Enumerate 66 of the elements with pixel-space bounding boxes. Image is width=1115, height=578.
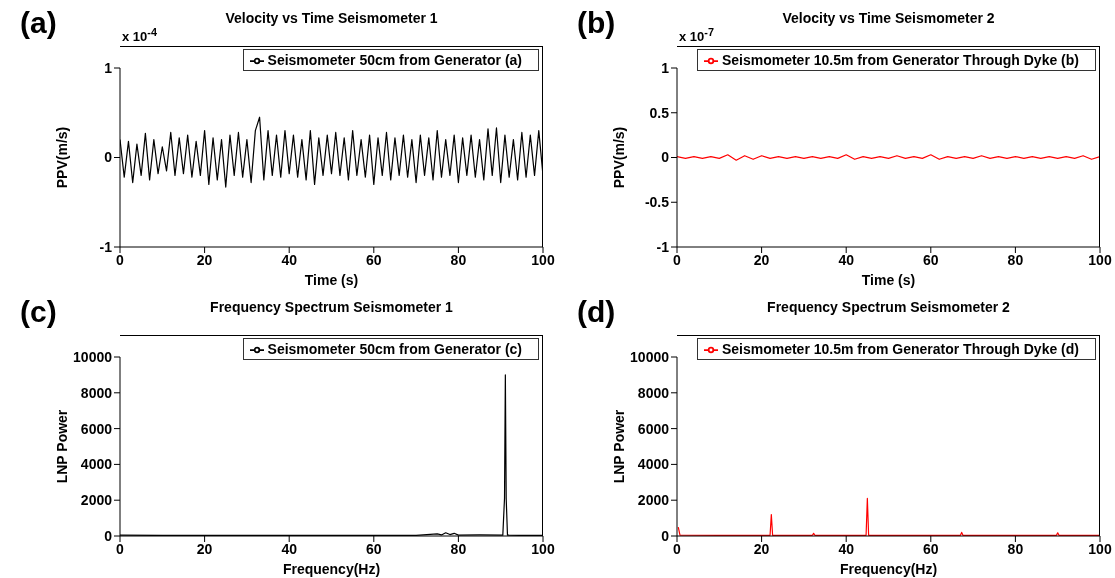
y-tick-label: 1 (104, 59, 113, 76)
x-tick-label: 60 (366, 251, 382, 268)
y-tick-label: -0.5 (644, 194, 670, 211)
y-tick-label: 8000 (80, 384, 113, 401)
chart-title: Frequency Spectrum Seismometer 2 (766, 299, 1011, 315)
x-tick-label: 0 (673, 251, 682, 268)
x-tick-label: 60 (366, 540, 382, 557)
y-axis-title: LNP Power (53, 409, 70, 484)
x-tick-label: 100 (1088, 540, 1112, 557)
legend-label: Seismometer 10.5m from Generator Through Dyke (d) (721, 341, 1079, 357)
y-tick-label: 0 (104, 149, 113, 166)
legend-label: Seismometer 50cm from Generator (a) (267, 52, 522, 68)
text: (b) (577, 6, 616, 40)
y-axis-title: PPV(m/s) (53, 126, 70, 189)
y-tick-label: 6000 (80, 420, 113, 437)
chart-title: Velocity vs Time Seismometer 2 (781, 10, 996, 26)
x-axis-title: Time (s) (304, 272, 359, 288)
y-tick-label: 10000 (630, 348, 670, 365)
x-tick-label: 100 (531, 540, 555, 557)
x-tick-label: 20 (753, 251, 770, 268)
y-tick-label: 4000 (637, 456, 670, 473)
y-tick-label: 6000 (637, 420, 670, 437)
y-tick-label: -1 (99, 238, 113, 255)
x-axis-title: Frequency(Hz) (839, 561, 938, 577)
x-tick-label: 100 (531, 251, 555, 268)
x-tick-label: 40 (281, 540, 298, 557)
x-tick-label: 20 (196, 251, 213, 268)
y-tick-label: 4000 (80, 456, 113, 473)
legend-label: Seismometer 10.5m from Generator Through Dyke (b) (721, 52, 1079, 68)
y-tick-label: 8000 (637, 384, 670, 401)
x-tick-label: 0 (116, 540, 125, 557)
text: (a) (20, 6, 57, 40)
x-tick-label: 60 (923, 540, 939, 557)
x-tick-label: 80 (450, 251, 467, 268)
x-tick-label: 40 (838, 540, 855, 557)
y-tick-label: 0 (661, 527, 670, 544)
y-tick-label: 2000 (80, 492, 113, 509)
legend-label: Seismometer 50cm from Generator (c) (267, 341, 522, 357)
x-tick-label: 80 (1007, 540, 1024, 557)
y-tick-label: 1 (661, 59, 670, 76)
x-tick-label: 80 (1007, 251, 1024, 268)
x-tick-label: 40 (281, 251, 298, 268)
text: x 10$^{-7}$ (679, 26, 714, 45)
y-tick-label: -1 (656, 238, 670, 255)
chart-title: Frequency Spectrum Seismometer 1 (209, 299, 454, 315)
x-tick-label: 100 (1088, 251, 1112, 268)
text: (c) (20, 295, 57, 329)
x-tick-label: 40 (838, 251, 855, 268)
x-tick-label: 20 (753, 540, 770, 557)
y-tick-label: 0 (104, 527, 113, 544)
text: (d) (577, 295, 616, 329)
y-tick-label: 0.5 (649, 104, 670, 121)
text: x 10$^{-4}$ (122, 26, 157, 45)
y-axis-title: LNP Power (610, 409, 627, 484)
x-tick-label: 0 (673, 540, 682, 557)
x-tick-label: 20 (196, 540, 213, 557)
x-axis-title: Frequency(Hz) (282, 561, 381, 577)
y-tick-label: 2000 (637, 492, 670, 509)
y-tick-label: 10000 (73, 348, 113, 365)
x-axis-title: Time (s) (861, 272, 916, 288)
x-tick-label: 0 (116, 251, 125, 268)
chart-title: Velocity vs Time Seismometer 1 (224, 10, 439, 26)
x-tick-label: 80 (450, 540, 467, 557)
x-tick-label: 60 (923, 251, 939, 268)
y-axis-title: PPV(m/s) (610, 126, 627, 189)
y-tick-label: 0 (661, 149, 670, 166)
